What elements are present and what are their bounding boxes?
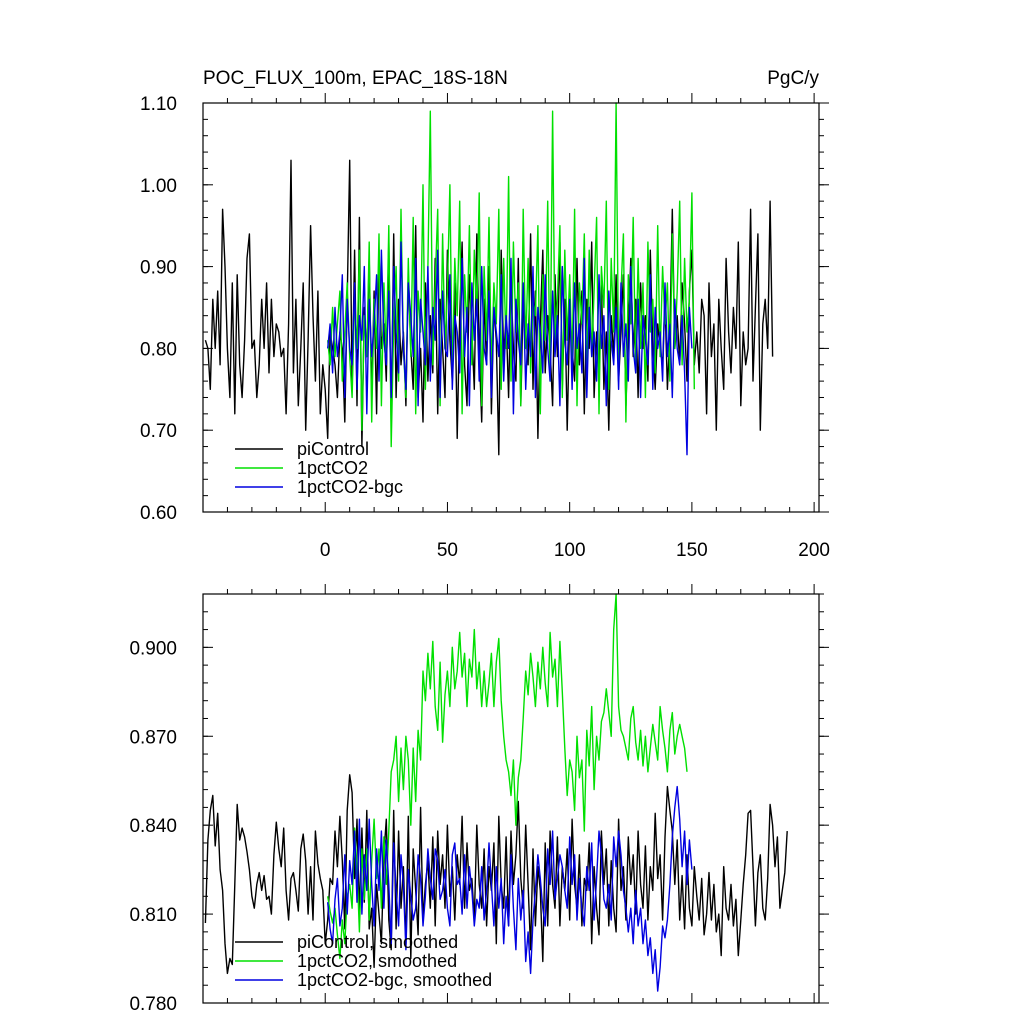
top-plot-frame	[202, 102, 820, 513]
top-x-tick-label: 150	[676, 540, 708, 561]
top-series-layer	[204, 102, 774, 456]
top-y-tick-label: 0.80	[140, 339, 177, 360]
bottom-series-line-1pctco2-bgc-smoothed	[327, 785, 693, 992]
top-x-tick-label: 100	[554, 540, 586, 561]
bottom-plot-frame	[202, 593, 820, 1004]
top-y-tick-label: 1.00	[140, 176, 177, 197]
top-series-line-1pctco2-bgc	[327, 241, 693, 456]
top-y-tick-label: 1.10	[140, 94, 177, 115]
top-x-tick-label: 50	[437, 540, 458, 561]
top-x-tick-label: 0	[320, 540, 331, 561]
bottom-series-line-picontrol-smoothed	[204, 774, 788, 975]
top-panel: POC_FLUX_100m, EPAC_18S-18N PgC/y 0.60 0.…	[140, 68, 830, 561]
top-series-line-picontrol	[204, 159, 774, 456]
top-legend-label-1pctco2-bgc: 1pctCO2-bgc	[297, 477, 403, 497]
bottom-y-tick-label: 0.810	[129, 905, 177, 926]
bottom-y-tick-label: 0.840	[129, 816, 177, 837]
top-legend-label-1pctco2: 1pctCO2	[297, 458, 368, 478]
bottom-legend-label-1pctco2-smoothed: 1pctCO2, smoothed	[297, 951, 457, 971]
bottom-y-tick-label: 0.900	[129, 638, 177, 659]
top-series-line-1pctco2	[327, 102, 695, 448]
bottom-panel: 0.780 0.810 0.840 0.870 0.900 piControl, smoo…	[129, 584, 829, 1015]
top-chart-units: PgC/y	[767, 68, 819, 89]
bottom-series-layer	[204, 593, 788, 992]
top-chart-title: POC_FLUX_100m, EPAC_18S-18N	[203, 68, 508, 89]
bottom-legend-label-picontrol-smoothed: piControl, smoothed	[297, 932, 458, 952]
bottom-y-tick-label: 0.870	[129, 727, 177, 748]
top-y-tick-label: 0.70	[140, 421, 177, 442]
top-y-tick-label: 0.90	[140, 258, 177, 279]
top-x-tick-label: 200	[798, 540, 830, 561]
top-y-tick-label: 0.60	[140, 503, 177, 524]
bottom-y-tick-label: 0.780	[129, 994, 177, 1015]
top-legend-label-picontrol: piControl	[297, 439, 369, 459]
bottom-legend-label-1pctco2-bgc-smoothed: 1pctCO2-bgc, smoothed	[297, 970, 492, 990]
